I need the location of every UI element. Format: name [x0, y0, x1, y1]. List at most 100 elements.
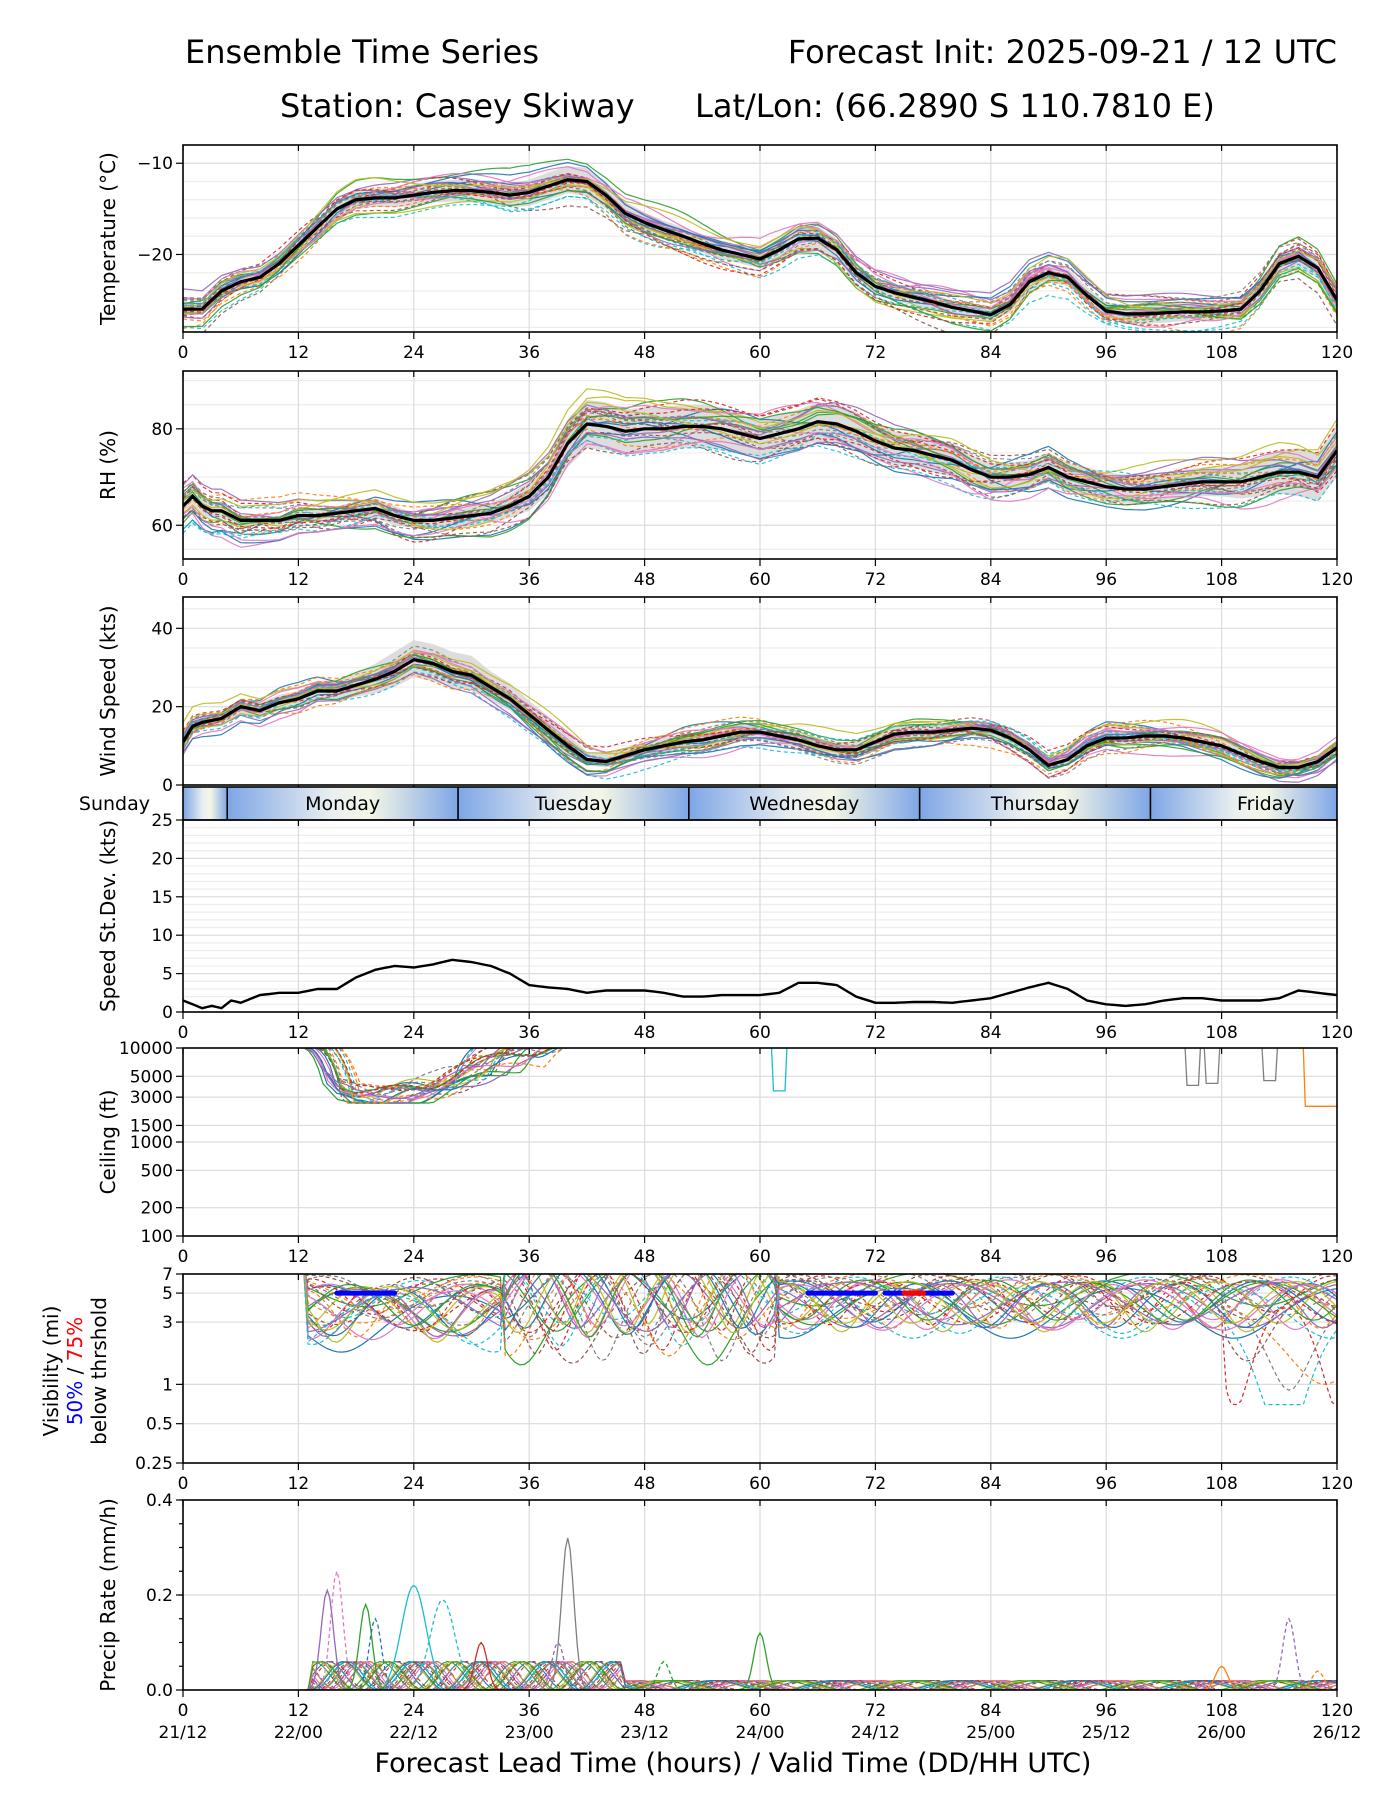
x-tick-label: 120 — [1321, 1023, 1353, 1043]
x-tick-label: 24 — [403, 1247, 425, 1267]
x-tick-label: 60 — [749, 1701, 771, 1721]
ceiling-spike — [1184, 1048, 1202, 1087]
x-tick-label: 120 — [1321, 1474, 1353, 1494]
y-tick-label: 0.2 — [146, 1586, 173, 1606]
x-tick-label: 24 — [403, 570, 425, 590]
ensemble-member-line — [183, 653, 1337, 774]
y-tick-label: 1000 — [130, 1133, 173, 1153]
x-tick-label: 60 — [749, 1023, 771, 1043]
x-tick-label: 12 — [288, 1023, 310, 1043]
visibility-member-line — [303, 1274, 1337, 1333]
x-tick-label: 120 — [1321, 570, 1353, 590]
date-tick-label: 21/12 — [159, 1723, 208, 1743]
visibility-member-line — [305, 1274, 1337, 1362]
ceiling-member-line — [327, 1048, 565, 1104]
x-tick-label: 48 — [634, 570, 656, 590]
ensemble-member-line — [183, 414, 1337, 543]
x-tick-label: 72 — [865, 1701, 887, 1721]
x-tick-label: 0 — [178, 1023, 189, 1043]
y-tick-label: 100 — [141, 1227, 173, 1247]
x-tick-label: 36 — [518, 343, 540, 363]
date-tick-label: 24/12 — [851, 1723, 900, 1743]
temperature-panel: −10 −20 0 12 24 36 48 60 72 84 96 108 120 Temperature… — [96, 144, 1353, 363]
x-tick-label: 72 — [865, 343, 887, 363]
x-tick-label: 96 — [1095, 1474, 1117, 1494]
y-axis-label: Ceiling (ft) — [96, 1090, 120, 1195]
y-tick-label: −20 — [137, 245, 173, 265]
stdev-line — [183, 958, 1337, 1010]
y-tick-label: 1500 — [130, 1116, 173, 1136]
x-tick-label: 48 — [634, 1701, 656, 1721]
x-tick-label: 24 — [403, 1701, 425, 1721]
panel-frame — [182, 370, 1338, 560]
x-tick-label: 36 — [518, 1247, 540, 1267]
ceiling-member-line — [330, 1048, 507, 1104]
forecast-init: Forecast Init: 2025-09-21 / 12 UTC — [788, 33, 1337, 71]
x-tick-label: 84 — [980, 570, 1002, 590]
ceiling-spike — [1203, 1048, 1221, 1085]
x-tick-label: 24 — [403, 1474, 425, 1494]
panel-frame — [182, 144, 1338, 333]
y-tick-label: 0.25 — [135, 1454, 173, 1474]
x-tick-label: 36 — [518, 1474, 540, 1494]
precip-peak-line — [308, 1568, 366, 1690]
y-tick-label: 1 — [162, 1375, 173, 1395]
panel-frame — [182, 1047, 1338, 1237]
x-tick-label: 60 — [749, 1474, 771, 1494]
date-tick-label: 24/00 — [736, 1723, 785, 1743]
precip-member-line — [183, 1661, 1337, 1690]
ensemble-member-line — [183, 652, 1337, 768]
y-tick-label: 0 — [162, 1003, 173, 1023]
ensemble-member-line — [183, 421, 1337, 541]
panel-frame — [182, 596, 1338, 786]
y-tick-label: 7 — [162, 1265, 173, 1285]
ensemble-mean-line — [183, 419, 1337, 522]
ensemble-member-line — [183, 185, 1337, 327]
day-segment — [688, 787, 920, 820]
visibility-member-line — [304, 1274, 1337, 1334]
panel-frame — [182, 1499, 1338, 1691]
visibility-ylabel-thresholds: 50% / 75% — [63, 1317, 87, 1425]
y-axis-label: Speed St.Dev. (kts) — [96, 820, 120, 1012]
y-tick-label: 0.0 — [146, 1681, 173, 1701]
precip-panel: 0.0 0.2 0.4 0 12 24 36 48 60 72 84 96 108 120 Precip R… — [96, 1491, 1362, 1743]
x-tick-label: 48 — [634, 1474, 656, 1494]
ensemble-member-line — [183, 401, 1337, 530]
date-tick-label: 26/00 — [1197, 1723, 1246, 1743]
panel-frame — [182, 819, 1338, 1013]
x-tick-label: 60 — [749, 570, 771, 590]
ceiling-spike — [1261, 1048, 1279, 1082]
ceiling-member-line — [319, 1048, 512, 1091]
x-tick-label: 60 — [749, 1247, 771, 1267]
y-tick-label: 200 — [141, 1199, 173, 1219]
y-tick-label: 500 — [141, 1161, 173, 1181]
panel-frame — [182, 1273, 1338, 1464]
ceiling-member-line — [327, 1048, 546, 1095]
visibility-member-line — [305, 1274, 1337, 1362]
x-tick-label: 60 — [749, 343, 771, 363]
day-label: Friday — [1237, 793, 1295, 815]
data-layer — [183, 958, 1337, 1010]
day-segment — [1150, 787, 1337, 820]
visibility-member-line — [305, 1274, 1337, 1357]
ensemble-member-line — [183, 437, 1337, 538]
x-tick-label: 0 — [178, 1701, 189, 1721]
ensemble-mean-line — [183, 178, 1337, 317]
data-layer — [183, 1537, 1337, 1690]
y-axis-label: RH (%) — [96, 430, 120, 500]
rh-panel: 60 80 0 12 24 36 48 60 72 84 96 108 120 RH (%) — [96, 370, 1353, 590]
ensemble-member-line — [183, 660, 1337, 771]
ensemble-member-line — [183, 185, 1337, 303]
ensemble-member-line — [183, 180, 1337, 324]
visibility-member-line — [304, 1274, 1337, 1385]
x-tick-label: 36 — [518, 1701, 540, 1721]
ensemble-member-line — [183, 431, 1337, 541]
x-tick-label: 0 — [178, 1247, 189, 1267]
ensemble-member-line — [183, 656, 1337, 764]
ceiling-member-line — [308, 1048, 544, 1100]
y-tick-label: 10 — [151, 926, 173, 946]
x-tick-label: 72 — [865, 1023, 887, 1043]
y-tick-label: 5 — [162, 965, 173, 985]
x-tick-label: 84 — [980, 1701, 1002, 1721]
